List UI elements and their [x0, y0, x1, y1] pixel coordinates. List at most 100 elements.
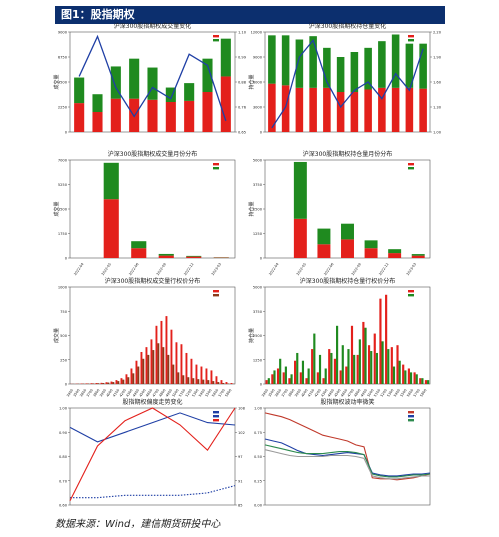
bar	[184, 100, 195, 132]
bar	[85, 383, 88, 384]
bar	[110, 381, 113, 384]
bar	[388, 253, 402, 258]
y-axis-label: 成交量	[53, 328, 60, 343]
x-tick-label: 2022-04	[268, 262, 279, 276]
bar	[220, 76, 231, 132]
figure-header: 图1：股指期权	[55, 6, 445, 24]
bar	[279, 358, 282, 384]
y-axis-label: 成交量	[53, 74, 60, 89]
chart-title: 股指期权波动率微笑	[320, 398, 374, 406]
bar	[271, 374, 274, 384]
y-tick-label: 0	[65, 257, 68, 261]
bar	[120, 378, 123, 384]
bar	[131, 248, 147, 258]
bar	[152, 350, 155, 384]
bar	[162, 347, 165, 384]
bar	[415, 374, 418, 384]
x-tick-label: 4500	[333, 388, 341, 397]
bar	[284, 366, 287, 384]
bar	[309, 36, 317, 88]
bar	[405, 43, 414, 88]
bar	[318, 354, 322, 384]
x-tick-label: 4300	[125, 388, 133, 397]
legend-swatch	[213, 163, 219, 166]
bar	[95, 383, 98, 384]
x-tick-label: 2022-04	[73, 262, 84, 276]
y2-tick-label: 0.65	[238, 131, 246, 135]
bar	[356, 354, 359, 384]
y-tick-label: 1250	[253, 358, 263, 362]
legend	[213, 163, 219, 170]
bar	[268, 35, 276, 84]
y-tick-label: 6750	[58, 56, 68, 60]
x-tick-label: 5000	[366, 388, 374, 397]
y2-tick-label: 108	[238, 407, 246, 411]
y2-tick-label: 102	[238, 431, 245, 435]
x-tick-label: 5100	[178, 388, 186, 397]
bar	[190, 358, 193, 384]
x-tick-label: 5200	[185, 388, 193, 397]
bar	[364, 327, 367, 384]
x-tick-label: 5200	[380, 388, 388, 397]
bar	[129, 58, 140, 99]
x-tick-label: 4800	[158, 388, 166, 397]
line-series	[69, 407, 236, 502]
bar	[295, 87, 304, 132]
legend-swatch	[408, 35, 414, 38]
bar	[281, 35, 290, 86]
bar	[160, 320, 163, 384]
x-tick-label: 5500	[204, 388, 212, 397]
x-tick-label: 3400	[261, 388, 269, 397]
bar	[411, 255, 425, 258]
bar	[385, 294, 388, 384]
bar	[407, 368, 410, 384]
bar	[373, 333, 376, 384]
bar	[107, 382, 110, 384]
legend-swatch	[213, 411, 219, 414]
x-tick-label: 3500	[267, 388, 275, 397]
bar	[381, 341, 384, 384]
bar	[205, 368, 208, 384]
bar	[92, 112, 103, 132]
bar	[341, 223, 354, 240]
bar	[117, 381, 120, 384]
y-tick-label: 0.70	[59, 479, 68, 483]
y-tick-label: 0.90	[59, 431, 68, 435]
x-tick-label: 3400	[66, 388, 74, 397]
legend	[213, 411, 219, 422]
x-tick-label: 3700	[86, 388, 94, 397]
bar	[158, 255, 174, 258]
bar	[390, 347, 393, 384]
bar	[220, 380, 223, 384]
bar	[419, 43, 427, 89]
bar	[296, 352, 299, 384]
y-tick-label: 0	[260, 257, 263, 261]
y2-tick-label: 0.88	[238, 81, 247, 85]
x-tick-label: 4600	[145, 388, 153, 397]
bar	[197, 379, 200, 384]
x-tick-label: 2023-03	[211, 262, 222, 276]
bar	[74, 77, 85, 104]
x-tick-label: 2022-05	[101, 262, 112, 276]
plot-frame	[264, 407, 431, 506]
x-tick-label: 2022-06	[323, 262, 334, 276]
bar	[103, 162, 119, 200]
legend-swatch	[408, 39, 414, 42]
bar	[350, 325, 354, 384]
bar	[125, 374, 128, 384]
x-tick-label: 3700	[281, 388, 289, 397]
bar	[295, 39, 304, 88]
x-tick-label: 5100	[373, 388, 381, 397]
bar	[147, 99, 158, 132]
y-tick-label: 7000	[58, 159, 68, 163]
bar	[313, 333, 316, 384]
bar	[345, 366, 348, 384]
bar	[391, 87, 400, 132]
y-tick-label: 0.00	[254, 504, 263, 508]
bar	[324, 368, 327, 384]
x-tick-label: 5600	[406, 388, 414, 397]
legend	[408, 411, 414, 422]
